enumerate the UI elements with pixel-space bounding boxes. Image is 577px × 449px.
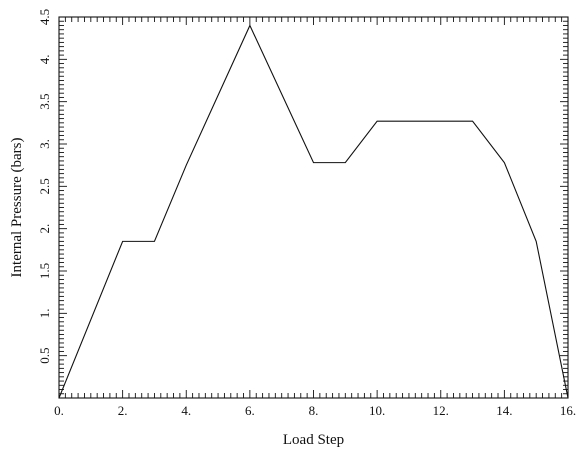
x-tick-label: 14. [496,403,512,418]
x-tick-label: 12. [433,403,449,418]
y-tick-label: 3.5 [37,94,52,110]
plot-frame [58,16,569,399]
x-tick-label: 10. [369,403,385,418]
y-tick-label: 1. [37,308,52,318]
y-tick-label: 0.5 [37,348,52,364]
y-tick-label: 2.5 [37,178,52,194]
y-tick-label: 3. [37,139,52,149]
x-tick-label: 2. [118,403,128,418]
x-tick-label: 8. [309,403,319,418]
y-axis-title: Internal Pressure (bars) [9,138,25,278]
tick-labels: 0. 2. 4. 6. 8. 10. 12. 14. 16. 0.5 1. 1.5 2. 2.5 3. 3.5… [37,9,576,418]
pressure-series-line [58,24,569,399]
y-tick-label: 4. [37,54,52,64]
tick-marks [58,16,569,399]
x-tick-label: 16. [560,403,576,418]
x-tick-label: 4. [181,403,191,418]
y-tick-label: 2. [37,224,52,234]
y-tick-label: 4.5 [37,9,52,25]
x-tick-label: 6. [245,403,255,418]
x-axis-title: Load Step [283,432,344,448]
x-tick-label: 0. [54,403,64,418]
y-tick-label: 1.5 [37,263,52,279]
